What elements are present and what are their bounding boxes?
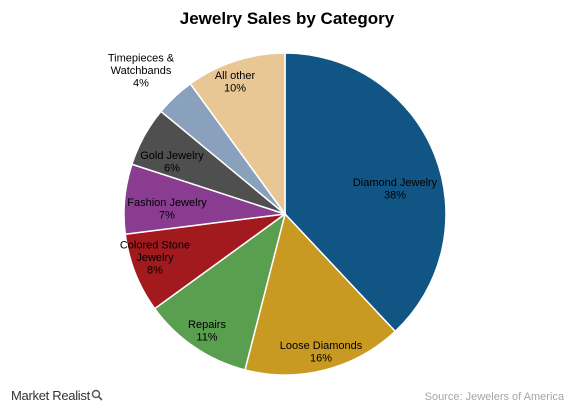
pie-slice-7: [189, 52, 286, 217]
magnifier-icon: [91, 389, 103, 401]
slice-label-0: Diamond Jewelry: [353, 177, 438, 189]
slice-label-6: Timepieces &: [108, 53, 175, 65]
slice-label-2: Repairs: [188, 319, 226, 331]
slice-label-6: Watchbands: [111, 65, 172, 77]
slice-label-7: All other: [215, 70, 256, 82]
slice-percent-5: 6%: [164, 162, 180, 174]
slice-percent-6: 4%: [133, 78, 149, 90]
brand-name: Market Realist: [11, 388, 91, 403]
slice-label-5: Gold Jewelry: [140, 150, 204, 162]
slice-label-4: Fashion Jewelry: [127, 197, 207, 209]
slice-percent-2: 11%: [196, 331, 217, 343]
pie-slice-0: [284, 52, 447, 333]
slice-percent-4: 7%: [159, 209, 175, 221]
source-note: Source: Jewelers of America: [425, 391, 565, 403]
slice-label-3: Colored Stone: [120, 240, 190, 252]
pie-slice-1: [244, 212, 397, 376]
slice-label-1: Loose Diamonds: [280, 340, 363, 352]
chart-title: Jewelry Sales by Category: [180, 9, 395, 28]
slice-percent-1: 16%: [310, 352, 332, 364]
slice-percent-3: 8%: [147, 265, 163, 277]
slice-label-3: Jewelry: [136, 252, 174, 264]
pie-slices: [123, 52, 447, 376]
slice-percent-0: 38%: [384, 189, 406, 201]
brand-logo: Market Realist: [11, 388, 103, 403]
pie-slice-2: [153, 212, 287, 371]
slice-percent-7: 10%: [224, 82, 246, 94]
